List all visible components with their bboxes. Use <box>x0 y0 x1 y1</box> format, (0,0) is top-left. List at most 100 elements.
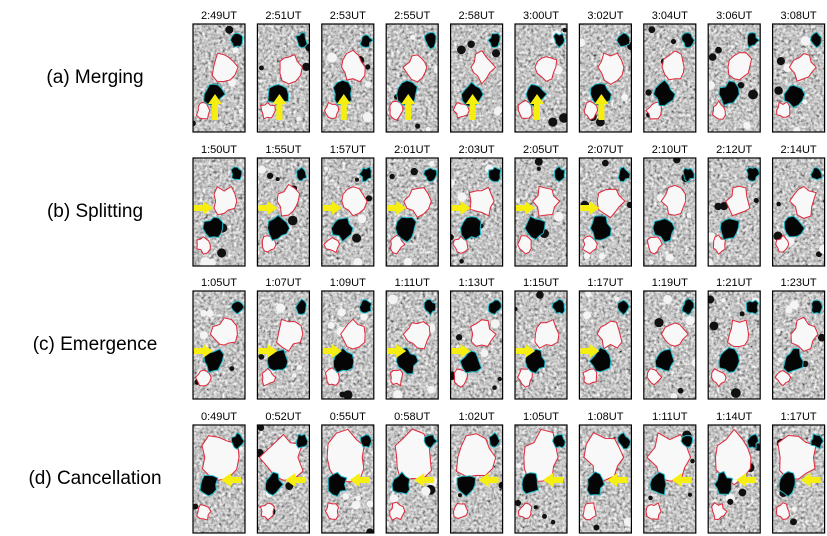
spot <box>492 385 497 390</box>
time-label: 2:53UT <box>330 10 366 22</box>
panel <box>706 24 760 132</box>
spot <box>621 94 628 101</box>
spot <box>534 505 538 509</box>
spot <box>542 514 547 519</box>
negative-region <box>522 473 539 494</box>
time-label: 2:12UT <box>716 144 752 156</box>
spot <box>429 161 435 167</box>
spot <box>802 99 807 104</box>
spot <box>714 203 721 210</box>
time-label: 2:14UT <box>781 144 817 156</box>
panel <box>704 158 760 267</box>
spot <box>328 322 335 329</box>
spot <box>410 168 417 175</box>
panel <box>579 158 633 266</box>
panel <box>322 24 374 132</box>
time-label: 2:58UT <box>459 10 495 22</box>
row-label: (b) Splitting <box>47 201 143 222</box>
time-label: 2:01UT <box>394 144 430 156</box>
spot <box>292 373 296 377</box>
positive-region <box>391 370 403 386</box>
spot <box>516 198 520 202</box>
panel <box>322 425 374 536</box>
negative-region <box>296 434 307 448</box>
spot <box>276 303 285 312</box>
panel <box>773 291 826 399</box>
panel <box>773 24 825 134</box>
spot <box>731 388 741 398</box>
spot <box>338 308 346 316</box>
positive-region <box>777 102 790 117</box>
positive-region <box>583 503 596 520</box>
spot <box>415 124 420 129</box>
spot <box>690 459 695 464</box>
spot <box>645 89 651 95</box>
spot <box>427 386 435 394</box>
spot <box>217 248 226 257</box>
spot <box>627 202 633 208</box>
panel <box>256 424 310 533</box>
spot <box>715 47 722 54</box>
time-label: 1:08UT <box>587 411 623 423</box>
spot <box>365 64 370 69</box>
panel <box>451 425 506 533</box>
panel <box>192 423 245 533</box>
spot <box>200 310 206 316</box>
row-label: (c) Emergence <box>33 334 158 355</box>
time-label: 3:08UT <box>781 10 817 22</box>
spot <box>200 331 208 339</box>
time-label: 0:52UT <box>265 411 301 423</box>
time-label: 1:11UT <box>652 411 688 423</box>
spot <box>743 122 750 129</box>
negative-region <box>812 300 823 314</box>
spot <box>426 127 431 132</box>
spot <box>494 110 500 116</box>
time-label: 1:50UT <box>201 144 237 156</box>
spot <box>710 321 719 330</box>
spot <box>535 158 543 166</box>
spot <box>366 528 374 536</box>
time-label: 1:02UT <box>459 411 495 423</box>
panel <box>386 291 438 399</box>
spot <box>778 357 783 362</box>
time-label: 1:55UT <box>265 144 301 156</box>
spot <box>706 296 714 304</box>
spot <box>614 296 619 301</box>
spot <box>201 257 211 267</box>
spot <box>777 57 785 65</box>
panel <box>579 291 631 399</box>
spot <box>599 253 606 260</box>
spot <box>688 493 692 497</box>
panel <box>515 158 567 266</box>
time-label: 1:57UT <box>330 144 366 156</box>
time-label: 1:14UT <box>716 411 752 423</box>
panel <box>447 158 502 266</box>
spot <box>448 179 455 186</box>
time-label: 1:11UT <box>395 277 431 289</box>
spot <box>671 39 676 44</box>
spot <box>739 489 747 497</box>
panel <box>322 291 374 400</box>
time-label: 2:10UT <box>652 144 688 156</box>
spot <box>785 307 792 314</box>
negative-region <box>361 435 372 448</box>
panel <box>708 425 762 533</box>
panel <box>773 158 827 266</box>
negative-region <box>746 300 758 314</box>
time-label: 2:55UT <box>394 10 430 22</box>
spot <box>259 65 264 70</box>
spot <box>691 359 699 367</box>
spot <box>748 90 758 100</box>
time-label: 2:51UT <box>265 10 301 22</box>
spot <box>459 259 464 264</box>
panel <box>257 158 309 266</box>
spot <box>342 493 349 500</box>
time-label: 3:04UT <box>652 10 688 22</box>
spot <box>577 38 586 47</box>
time-label: 0:55UT <box>330 411 366 423</box>
spot <box>232 47 238 53</box>
spot <box>324 167 328 171</box>
panel <box>644 24 696 132</box>
spot <box>357 214 366 223</box>
panel <box>386 24 442 132</box>
